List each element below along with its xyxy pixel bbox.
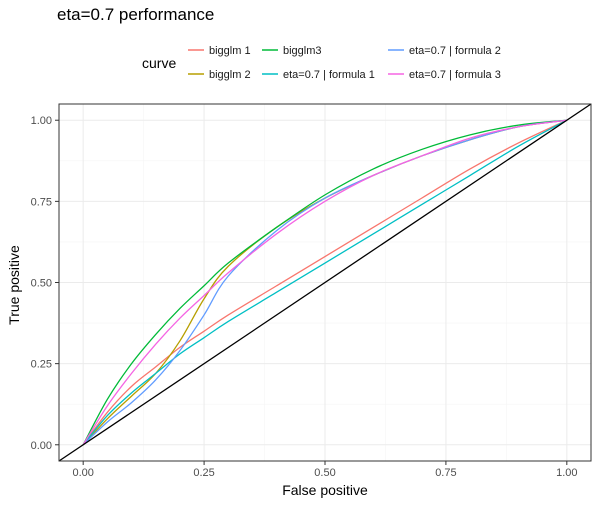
diagonal-reference-line <box>58 103 592 462</box>
series-line-eta-0-7-formula-1 <box>82 119 568 446</box>
series-line-eta-0-7-formula-3 <box>82 119 567 446</box>
series-line-eta-0-7-formula-2 <box>82 119 567 446</box>
series-line-bigglm-1 <box>82 119 568 446</box>
x-tick-label: 1.00 <box>556 467 577 479</box>
legend-label-bigglm-2: bigglm 2 <box>209 69 251 81</box>
x-tick-label: 0.25 <box>193 467 214 479</box>
plot-panel <box>58 103 592 462</box>
y-tick-label: 0.25 <box>31 359 52 371</box>
y-axis: 0.00 0.25 0.50 0.75 1.00 <box>31 115 59 452</box>
legend-title: curve <box>142 55 176 71</box>
y-tick-label: 0.50 <box>31 278 52 290</box>
x-tick-label: 0.50 <box>314 467 335 479</box>
y-axis-title: True positive <box>6 245 22 325</box>
legend-label-eta-0-7-formula-2: eta=0.7 | formula 2 <box>409 45 501 57</box>
legend-label-bigglm3: bigglm3 <box>283 45 322 57</box>
legend-label-eta-0-7-formula-1: eta=0.7 | formula 1 <box>283 69 375 81</box>
series-line-bigglm3 <box>82 119 567 446</box>
legend: curve bigglm 1 bigglm 2 bigglm3 eta=0.7 | f… <box>142 45 501 81</box>
x-tick-label: 0.75 <box>435 467 456 479</box>
x-axis: 0.00 0.25 0.50 0.75 1.00 <box>72 461 578 479</box>
x-axis-title: False positive <box>282 482 368 498</box>
legend-label-eta-0-7-formula-3: eta=0.7 | formula 3 <box>409 69 501 81</box>
chart-title: eta=0.7 performance <box>57 5 214 24</box>
y-tick-label: 1.00 <box>31 115 52 127</box>
y-tick-label: 0.75 <box>31 196 52 208</box>
x-tick-label: 0.00 <box>72 467 93 479</box>
series-lines <box>82 119 568 446</box>
legend-label-bigglm-1: bigglm 1 <box>209 45 251 57</box>
y-tick-label: 0.00 <box>31 440 52 452</box>
